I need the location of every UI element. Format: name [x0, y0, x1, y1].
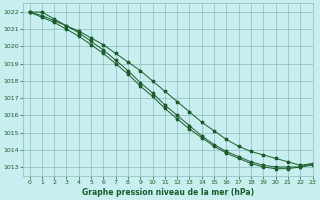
X-axis label: Graphe pression niveau de la mer (hPa): Graphe pression niveau de la mer (hPa) [82, 188, 254, 197]
